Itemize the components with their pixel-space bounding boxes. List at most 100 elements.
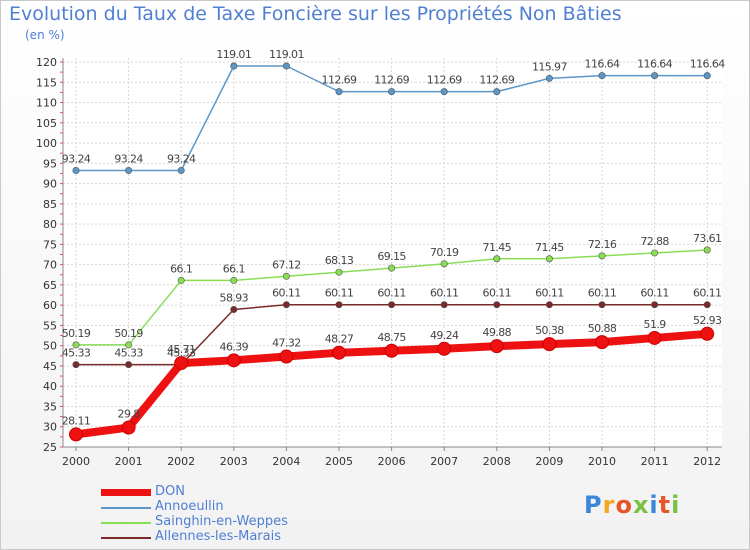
logo-letter: P [584, 491, 603, 519]
data-label-don: 51.9 [644, 318, 667, 331]
data-label-allennes-les-marais: 58.93 [220, 291, 249, 304]
data-label-annoeullin: 112.69 [427, 74, 462, 87]
data-label-allennes-les-marais: 60.11 [535, 287, 564, 300]
data-label-sainghin-en-weppes: 69.15 [377, 250, 406, 263]
data-label-allennes-les-marais: 60.11 [430, 287, 459, 300]
data-label-annoeullin: 93.24 [114, 152, 143, 165]
data-label-annoeullin: 116.64 [585, 58, 620, 71]
y-tick-label: 80 [43, 218, 57, 231]
data-point-allennes-les-marais [493, 301, 501, 309]
logo-letter: i [649, 491, 659, 519]
logo-letter: i [671, 491, 681, 519]
data-label-annoeullin: 115.97 [532, 60, 567, 73]
x-tick-label: 2009 [535, 455, 563, 468]
data-label-allennes-les-marais: 60.11 [325, 287, 354, 300]
data-label-sainghin-en-weppes: 71.45 [483, 241, 512, 254]
data-point-sainghin-en-weppes [72, 341, 80, 349]
data-point-sainghin-en-weppes [493, 255, 501, 263]
data-point-allennes-les-marais [651, 301, 659, 309]
data-point-annoeullin [282, 62, 290, 70]
data-label-sainghin-en-weppes: 72.16 [588, 238, 617, 251]
data-point-annoeullin [72, 166, 80, 174]
data-point-don [700, 326, 715, 341]
data-label-sainghin-en-weppes: 66.1 [223, 262, 245, 275]
data-point-annoeullin [230, 62, 238, 70]
data-point-sainghin-en-weppes [388, 264, 396, 272]
legend-swatch [101, 537, 151, 539]
y-tick-label: 85 [43, 198, 57, 211]
data-point-sainghin-en-weppes [335, 268, 343, 276]
x-tick-label: 2011 [641, 455, 669, 468]
data-point-don [279, 349, 294, 364]
data-point-don [174, 356, 189, 371]
data-label-annoeullin: 116.64 [637, 58, 672, 71]
x-tick-label: 2008 [483, 455, 511, 468]
data-label-allennes-les-marais: 45.33 [114, 347, 143, 360]
data-point-don [595, 335, 609, 350]
data-point-allennes-les-marais [282, 301, 290, 309]
data-label-don: 48.75 [377, 331, 406, 344]
data-label-annoeullin: 116.64 [690, 58, 725, 71]
data-point-don [69, 427, 83, 442]
data-point-don [226, 353, 241, 368]
data-point-allennes-les-marais [335, 301, 343, 309]
legend-label: Annoeullin [155, 499, 224, 514]
legend-swatch [101, 507, 151, 509]
data-point-allennes-les-marais [125, 361, 133, 369]
x-tick-label: 2001 [115, 455, 143, 468]
data-point-don [647, 330, 662, 345]
data-label-don: 48.27 [325, 333, 354, 346]
data-label-sainghin-en-weppes: 66.1 [170, 262, 192, 275]
data-label-don: 50.38 [535, 324, 564, 337]
data-point-annoeullin [703, 72, 711, 80]
data-point-sainghin-en-weppes [230, 276, 238, 284]
proxiti-logo: Proxiti [584, 491, 680, 519]
data-point-don [542, 337, 557, 352]
y-tick-label: 105 [36, 117, 57, 130]
data-point-allennes-les-marais [598, 301, 606, 309]
data-point-sainghin-en-weppes [598, 252, 606, 260]
data-label-don: 50.88 [588, 322, 617, 335]
y-tick-label: 30 [43, 421, 57, 434]
data-label-allennes-les-marais: 60.11 [483, 287, 512, 300]
x-tick-label: 2004 [272, 455, 300, 468]
data-point-don [489, 339, 504, 354]
data-label-annoeullin: 119.01 [216, 48, 251, 61]
data-label-sainghin-en-weppes: 68.13 [325, 254, 354, 267]
y-tick-label: 95 [43, 157, 57, 170]
data-label-don: 46.39 [220, 340, 249, 353]
data-point-don [121, 420, 136, 435]
x-tick-label: 2012 [693, 455, 721, 468]
data-label-sainghin-en-weppes: 72.88 [640, 235, 669, 248]
y-axis-unit: (en %) [25, 28, 65, 42]
data-point-annoeullin [598, 72, 606, 80]
legend-label: DON [155, 484, 185, 499]
data-label-don: 49.24 [430, 329, 459, 342]
data-label-allennes-les-marais: 60.11 [640, 287, 669, 300]
data-point-allennes-les-marais [72, 361, 80, 369]
data-point-sainghin-en-weppes [651, 249, 659, 257]
data-label-allennes-les-marais: 60.11 [693, 287, 722, 300]
data-point-sainghin-en-weppes [177, 276, 185, 284]
data-label-annoeullin: 112.69 [374, 74, 409, 87]
data-point-annoeullin [493, 88, 501, 96]
data-point-annoeullin [651, 72, 659, 80]
data-point-sainghin-en-weppes [282, 272, 290, 280]
data-point-sainghin-en-weppes [125, 341, 133, 349]
data-label-sainghin-en-weppes: 50.19 [62, 327, 91, 340]
data-label-annoeullin: 93.24 [167, 152, 196, 165]
data-label-sainghin-en-weppes: 70.19 [430, 246, 459, 259]
y-tick-label: 65 [43, 279, 57, 292]
x-tick-label: 2010 [588, 455, 616, 468]
data-label-don: 47.32 [272, 337, 301, 350]
y-tick-label: 110 [36, 97, 57, 110]
logo-letter: t [658, 491, 672, 519]
legend-swatch [101, 522, 151, 524]
data-point-annoeullin [440, 88, 448, 96]
logo-letter: o [615, 491, 633, 519]
logo-letter: r [602, 491, 616, 519]
data-label-annoeullin: 119.01 [269, 48, 304, 61]
y-tick-label: 115 [36, 76, 57, 89]
